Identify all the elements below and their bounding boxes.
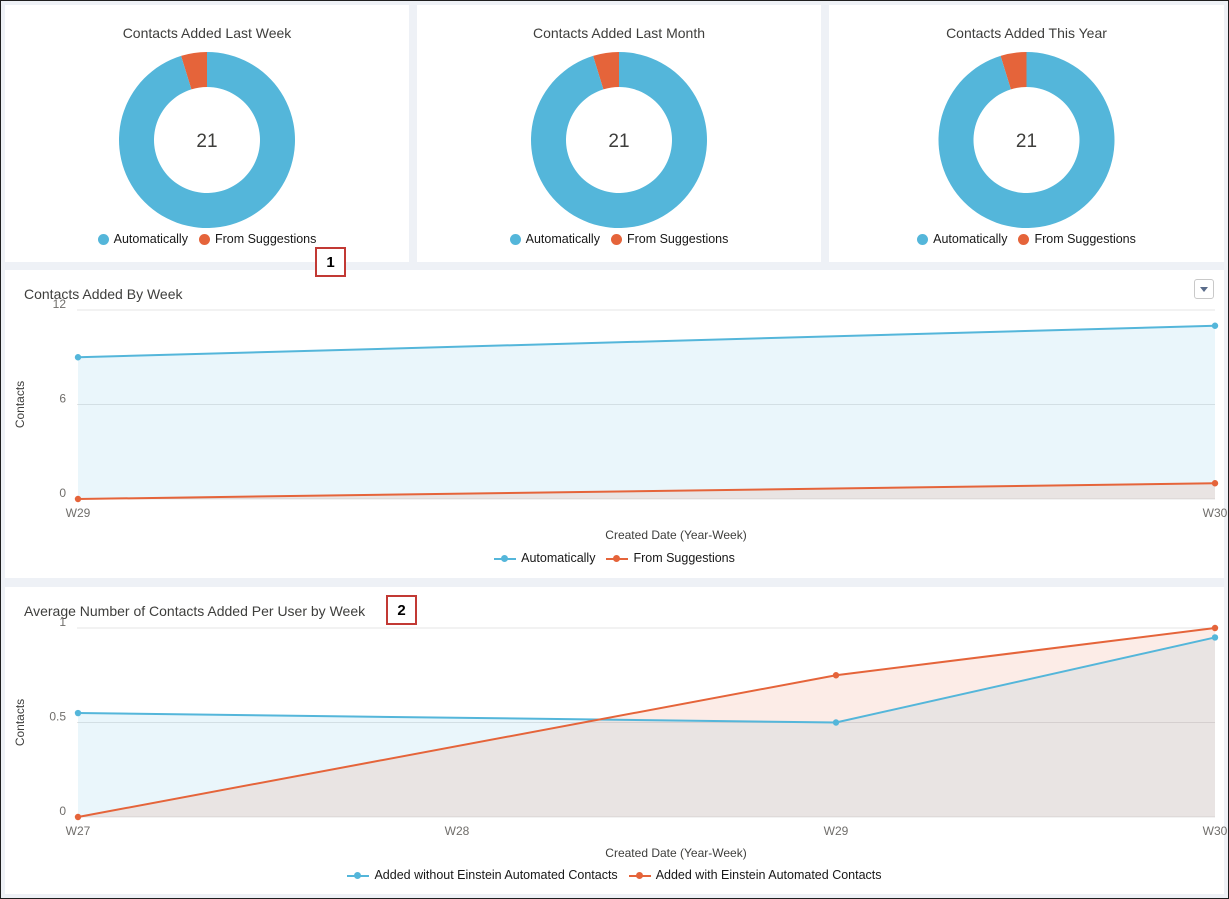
x-tick-label: W30 <box>1203 506 1228 520</box>
legend-item-with-einstein[interactable]: Added with Einstein Automated Contacts <box>628 868 882 882</box>
chevron-down-icon <box>1200 286 1208 292</box>
data-point <box>74 495 82 503</box>
series-line <box>77 482 1216 500</box>
series-area-fill <box>78 628 1215 817</box>
legend-item-automatically[interactable]: Automatically <box>917 232 1007 246</box>
donut-chart: 21 <box>531 52 707 228</box>
donut-card-this-year: Contacts Added This Year 21 Automaticall… <box>829 5 1224 262</box>
legend-dot <box>198 233 210 245</box>
data-point <box>1211 634 1219 641</box>
donut-slice-from-suggestions <box>1000 52 1027 90</box>
donut-legend: Automatically From Suggestions <box>5 232 409 246</box>
legend-line-key <box>606 553 629 564</box>
y-tick-label: 1 <box>59 615 66 629</box>
x-tick-label: W29 <box>824 824 849 838</box>
donut-title: Contacts Added This Year <box>946 25 1107 41</box>
callout-badge-2: 2 <box>386 595 417 625</box>
x-tick-label: W27 <box>66 824 91 838</box>
data-point <box>1211 624 1219 632</box>
donut-title: Contacts Added Last Week <box>122 25 292 41</box>
data-point <box>1211 480 1219 487</box>
legend-label: Added without Einstein Automated Contact… <box>374 868 618 882</box>
y-axis-label: Contacts <box>13 381 27 428</box>
legend-label: Automatically <box>525 232 600 246</box>
x-axis-label: Created Date (Year-Week) <box>605 846 746 860</box>
legend-item-automatically[interactable]: Automatically <box>509 232 600 246</box>
series-area-fill <box>78 325 1215 499</box>
donut-legend: Automatically From Suggestions <box>829 232 1224 246</box>
data-point <box>832 672 840 679</box>
data-point <box>74 709 82 717</box>
legend-label: Added with Einstein Automated Contacts <box>655 868 882 882</box>
y-axis-label: Contacts <box>13 699 27 746</box>
avg-area-chart: 0 0.5 1 W27 W28 W29 W30 Contacts Created Date (Y… <box>13 615 1228 860</box>
series-area-fill <box>78 637 1215 817</box>
legend-dot <box>97 233 109 245</box>
legend-label: From Suggestions <box>633 551 735 565</box>
chart-title: Contacts Added By Week <box>24 286 183 302</box>
y-tick-label: 0.5 <box>49 710 66 724</box>
y-tick-label: 0 <box>59 804 66 818</box>
legend-label: From Suggestions <box>214 232 317 246</box>
donut-card-last-week: Contacts Added Last Week 21 Automaticall… <box>5 5 409 262</box>
legend-item-from-suggestions[interactable]: From Suggestions <box>606 551 735 565</box>
data-point <box>1211 322 1219 329</box>
x-axis-label: Created Date (Year-Week) <box>605 528 746 542</box>
donut-chart: 21 <box>938 52 1115 229</box>
chart-title: Average Number of Contacts Added Per Use… <box>24 603 366 619</box>
weekly-legend: Automatically From Suggestions <box>5 551 1224 565</box>
legend-label: Automatically <box>113 232 188 246</box>
legend-item-without-einstein[interactable]: Added without Einstein Automated Contact… <box>347 868 618 882</box>
y-tick-label: 6 <box>59 392 66 406</box>
data-point <box>832 719 840 726</box>
legend-item-from-suggestions[interactable]: From Suggestions <box>1018 232 1136 246</box>
chart-menu-button[interactable] <box>1194 279 1214 299</box>
legend-label: Automatically <box>933 232 1008 246</box>
donut-legend: Automatically From Suggestions <box>417 232 821 246</box>
weekly-area-chart: 0 6 12 W29 W30 Contacts Created Date (Year-Wee… <box>13 297 1228 542</box>
legend-dot <box>1018 233 1030 245</box>
donut-chart: 21 <box>118 52 295 228</box>
legend-label: From Suggestions <box>1034 232 1136 246</box>
donut-center-total: 21 <box>608 131 629 152</box>
legend-label: Automatically <box>521 551 596 565</box>
avg-legend: Added without Einstein Automated Contact… <box>5 868 1224 882</box>
y-tick-label: 12 <box>53 297 67 311</box>
donut-slice-from-suggestions <box>593 52 619 90</box>
callout-badge-1: 1 <box>315 247 346 277</box>
avg-contacts-per-user-card: Average Number of Contacts Added Per Use… <box>5 587 1228 894</box>
data-point <box>74 813 82 821</box>
legend-item-from-suggestions[interactable]: From Suggestions <box>610 232 729 246</box>
x-tick-label: W29 <box>66 506 91 520</box>
x-tick-label: W28 <box>445 824 470 838</box>
donut-title: Contacts Added Last Month <box>533 25 705 41</box>
legend-line-key <box>347 870 370 881</box>
legend-line-key <box>628 870 651 881</box>
legend-item-from-suggestions[interactable]: From Suggestions <box>198 232 317 246</box>
legend-dot <box>610 233 622 245</box>
legend-item-automatically[interactable]: Automatically <box>494 551 595 565</box>
donut-slice-automatically <box>118 52 295 228</box>
donut-center-total: 21 <box>196 131 217 152</box>
legend-dot <box>917 233 929 245</box>
series-line <box>77 324 1216 359</box>
donut-slice-automatically <box>938 52 1115 229</box>
data-point <box>74 354 82 361</box>
legend-dot <box>509 233 521 245</box>
y-tick-label: 0 <box>59 486 66 500</box>
donut-center-total: 21 <box>1016 131 1037 152</box>
legend-item-automatically[interactable]: Automatically <box>97 232 188 246</box>
x-tick-label: W30 <box>1203 824 1228 838</box>
contacts-by-week-card: Contacts Added By Week 0 6 12 W29 W30 Contact… <box>5 270 1228 578</box>
donut-card-last-month: Contacts Added Last Month 21 Automatical… <box>417 5 821 262</box>
donut-slice-from-suggestions <box>181 52 207 90</box>
legend-label: From Suggestions <box>626 232 729 246</box>
legend-line-key <box>494 553 517 564</box>
donut-slice-automatically <box>531 52 707 228</box>
